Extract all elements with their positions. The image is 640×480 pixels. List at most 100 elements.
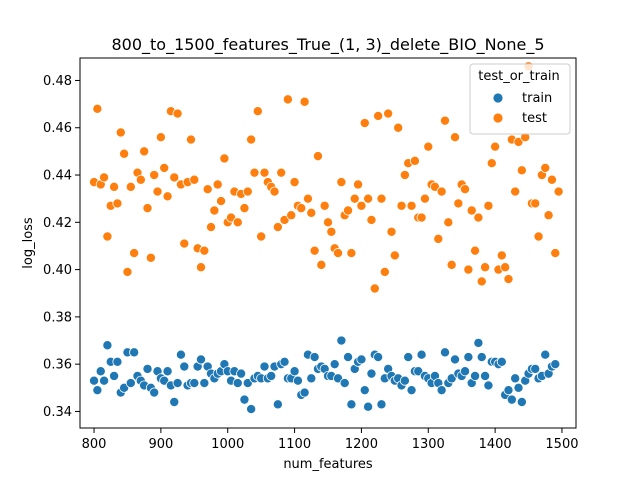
data-point-test [242, 186, 253, 197]
data-point-train [513, 382, 524, 393]
data-point-test [145, 252, 156, 263]
data-point-test [119, 148, 130, 159]
data-point-test [312, 151, 323, 162]
data-point-test [152, 186, 163, 197]
data-point-test [343, 205, 354, 216]
data-point-test [139, 146, 150, 157]
data-point-test [99, 172, 110, 183]
data-point-test [540, 162, 551, 173]
data-point-train [470, 370, 481, 381]
data-point-test [393, 122, 404, 133]
data-point-test [373, 110, 384, 121]
data-point-test [185, 134, 196, 145]
data-point-train [473, 337, 484, 348]
data-point-test [386, 226, 397, 237]
data-point-train [142, 363, 153, 374]
data-point-train [306, 373, 317, 384]
data-point-train [189, 378, 200, 389]
data-point-train [399, 375, 410, 386]
data-point-test [246, 134, 257, 145]
data-point-test [135, 174, 146, 185]
data-point-test [162, 191, 173, 202]
data-point-test [480, 262, 491, 273]
data-point-train [159, 375, 170, 386]
data-point-train [279, 356, 290, 367]
data-point-test [299, 96, 310, 107]
data-point-test [399, 170, 410, 181]
data-point-test [92, 103, 103, 114]
data-point-train [476, 352, 487, 363]
data-point-test [102, 231, 113, 242]
data-point-train [162, 366, 173, 377]
data-point-test [490, 141, 501, 152]
data-point-test [122, 266, 133, 277]
data-point-test [349, 193, 360, 204]
legend-label-train: train [522, 91, 552, 106]
data-point-train [339, 378, 350, 389]
data-point-test [513, 136, 524, 147]
data-point-train [89, 375, 100, 386]
data-point-train [460, 366, 471, 377]
data-point-test [316, 259, 327, 270]
y-tick-label: 0.48 [43, 74, 72, 89]
data-point-train [376, 399, 387, 410]
data-point-test [363, 193, 374, 204]
legend-label-test: test [522, 111, 547, 126]
data-point-train [530, 363, 541, 374]
data-point-test [533, 231, 544, 242]
data-point-train [266, 370, 277, 381]
data-point-train [439, 347, 450, 358]
data-point-test [376, 193, 387, 204]
data-point-test [353, 179, 364, 190]
data-point-train [292, 375, 303, 386]
data-point-train [112, 356, 123, 367]
data-point-train [195, 354, 206, 365]
data-point-test [419, 193, 430, 204]
data-point-train [540, 349, 551, 360]
data-point-test [500, 262, 511, 273]
x-axis-label: num_features [283, 457, 373, 472]
data-point-test [172, 108, 183, 119]
x-tick-label: 1200 [345, 437, 378, 452]
data-point-train [503, 385, 514, 396]
plot-area [89, 61, 564, 415]
data-point-test [256, 231, 267, 242]
data-point-train [359, 385, 370, 396]
data-point-train [299, 387, 310, 398]
data-point-test [383, 108, 394, 119]
data-point-test [369, 283, 380, 294]
data-point-test [155, 132, 166, 143]
axes-frame [79, 57, 577, 429]
data-point-test [169, 172, 180, 183]
data-point-test [460, 184, 471, 195]
x-axis: 800 900 1000 1100 1200 1300 1400 1500 [82, 428, 579, 452]
data-point-train [516, 396, 527, 407]
data-point-test [269, 186, 280, 197]
x-tick-label: 1000 [211, 437, 244, 452]
data-point-test [359, 118, 370, 129]
data-point-test [483, 200, 494, 211]
data-point-test [406, 200, 417, 211]
data-point-test [249, 167, 260, 178]
data-point-test [423, 141, 434, 152]
y-tick-label: 0.40 [43, 263, 72, 278]
data-point-train [329, 359, 340, 370]
data-point-train [450, 354, 461, 365]
legend-title: test_or_train [478, 69, 560, 84]
data-point-train [343, 352, 354, 363]
data-point-test [553, 186, 564, 197]
data-point-test [379, 266, 390, 277]
chart-title: 800_to_1500_features_True_(1, 3)_delete_… [111, 35, 544, 55]
data-point-test [109, 181, 120, 192]
data-point-train [99, 375, 110, 386]
data-point-test [322, 217, 333, 228]
data-point-test [486, 158, 497, 169]
data-point-test [179, 238, 190, 249]
legend: test_or_train train test [469, 63, 571, 135]
y-tick-label: 0.42 [43, 216, 72, 231]
data-point-test [346, 248, 357, 259]
x-tick-label: 1500 [545, 437, 578, 452]
data-point-test [326, 226, 337, 237]
data-point-train [436, 385, 447, 396]
data-point-test [333, 248, 344, 259]
